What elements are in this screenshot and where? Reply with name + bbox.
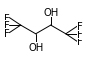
Text: F: F <box>77 22 83 32</box>
Text: OH: OH <box>28 42 43 52</box>
Text: OH: OH <box>43 8 58 18</box>
Text: F: F <box>77 37 83 47</box>
Text: F: F <box>4 21 9 31</box>
Text: F: F <box>4 28 9 38</box>
Text: F: F <box>77 29 83 39</box>
Text: F: F <box>4 13 9 23</box>
